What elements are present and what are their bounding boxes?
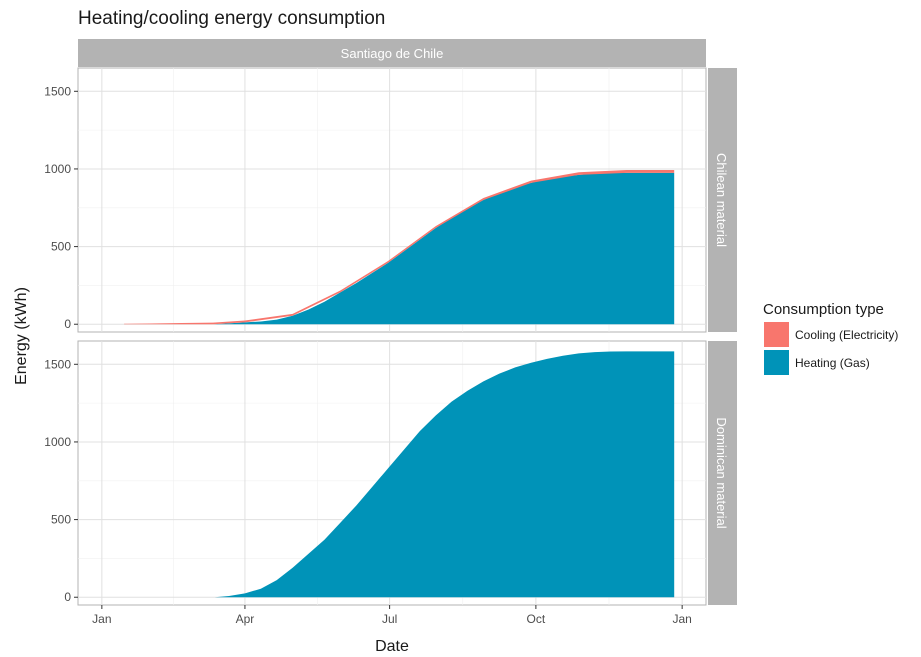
row-strip-dominican — [708, 341, 737, 605]
column-strip — [78, 39, 706, 67]
legend-label-heating: Heating (Gas) — [795, 356, 870, 370]
legend-swatch-cooling — [764, 322, 789, 347]
y-tick-label: 0 — [64, 590, 71, 604]
y-tick-label: 1000 — [44, 435, 71, 449]
legend-title: Consumption type — [763, 301, 884, 318]
legend: Consumption type Cooling (Electricity) H… — [763, 301, 898, 375]
row-strip-chilean — [708, 68, 737, 332]
y-tick-label: 1500 — [44, 84, 71, 98]
row-strip-chilean-label: Chilean material — [714, 153, 729, 247]
column-strip-label: Santiago de Chile — [341, 46, 444, 61]
x-tick-label: Apr — [236, 612, 255, 626]
row-strip-dominican-label: Dominican material — [714, 417, 729, 528]
chart-title: Heating/cooling energy consumption — [78, 8, 385, 29]
x-tick-label: Oct — [527, 612, 546, 626]
panel-chilean-material: 0 500 1000 1500 — [44, 67, 707, 333]
legend-swatch-heating — [764, 350, 789, 375]
x-tick-label: Jan — [672, 612, 691, 626]
y-tick-label: 1500 — [44, 357, 71, 371]
y-tick-label: 500 — [51, 240, 71, 254]
area-heating-gas — [214, 351, 675, 598]
area-heating-gas — [213, 172, 675, 325]
legend-label-cooling: Cooling (Electricity) — [795, 328, 898, 342]
x-tick-label: Jul — [382, 612, 397, 626]
y-tick-label: 500 — [51, 513, 71, 527]
y-tick-label: 1000 — [44, 162, 71, 176]
y-tick-label: 0 — [64, 317, 71, 331]
y-axis-title: Energy (kWh) — [13, 287, 30, 385]
x-axis-title: Date — [375, 638, 409, 655]
x-tick-label: Jan — [92, 612, 111, 626]
panel-dominican-material: 0 500 1000 1500 — [44, 340, 707, 606]
x-axis: Jan Apr Jul Oct Jan — [92, 605, 692, 626]
